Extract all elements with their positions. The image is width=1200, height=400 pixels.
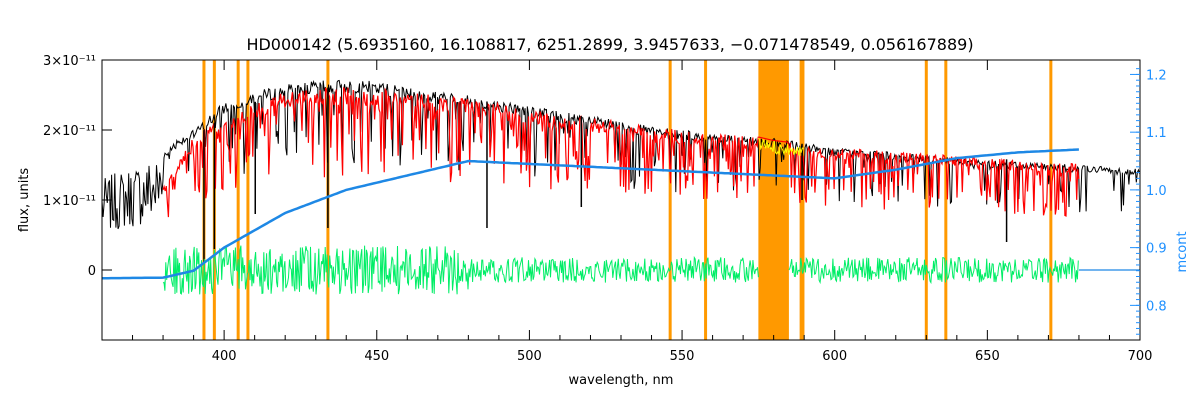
telluric-segment-line — [757, 137, 804, 156]
y-tick-label: 2×10⁻¹¹ — [43, 124, 96, 139]
x-tick-label: 650 — [975, 349, 1000, 364]
mask-band — [758, 60, 789, 340]
plot-area — [101, 60, 1140, 340]
y-tick-label: 3×10⁻¹¹ — [43, 54, 96, 69]
y2-tick-label: 0.8 — [1146, 299, 1167, 314]
y2-tick-label: 1.2 — [1146, 68, 1167, 83]
x-tick-label: 550 — [670, 349, 695, 364]
x-axis-label: wavelength, nm — [569, 373, 674, 388]
y-tick-label: 1×10⁻¹¹ — [43, 194, 96, 209]
axes — [101, 59, 1141, 341]
y2-tick-label: 1.1 — [1146, 126, 1167, 141]
x-tick-label: 400 — [212, 349, 237, 364]
y2-tick-label: 0.9 — [1146, 242, 1167, 257]
x-tick-label: 600 — [822, 349, 847, 364]
chart-title: HD000142 (5.6935160, 16.108817, 6251.289… — [246, 35, 973, 54]
y-tick-label: 0 — [88, 264, 96, 279]
x-tick-label: 700 — [1128, 349, 1153, 364]
residual-line — [162, 245, 1079, 295]
y2-axis-label: mcont — [1175, 231, 1190, 272]
model-spectrum-line — [162, 87, 1080, 218]
x-tick-label: 450 — [364, 349, 389, 364]
y2-tick-label: 1.0 — [1146, 184, 1167, 199]
continuum-line — [102, 148, 1079, 280]
x-tick-label: 500 — [517, 349, 542, 364]
y-axis-label: flux, units — [17, 168, 32, 233]
